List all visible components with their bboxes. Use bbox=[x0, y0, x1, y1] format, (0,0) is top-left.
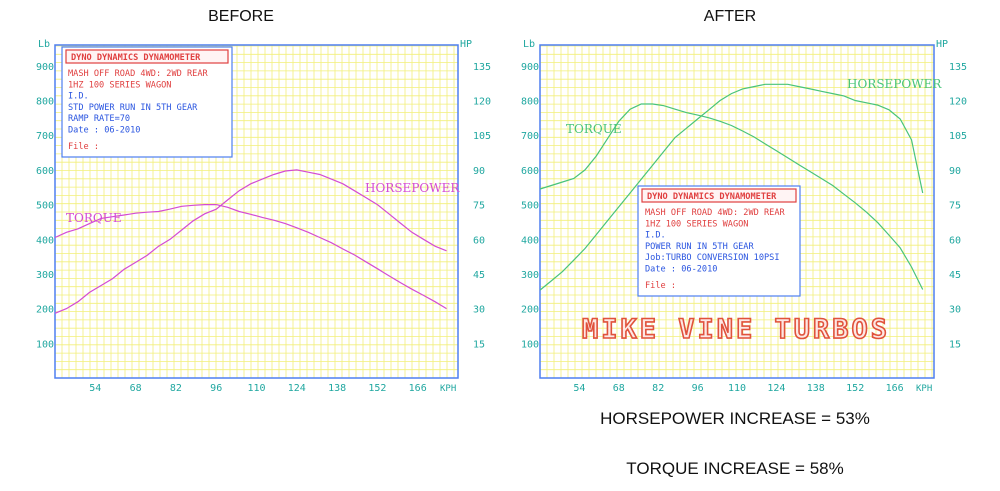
y-left-tick-label: 600 bbox=[36, 166, 54, 177]
before-info-box: DYNO DYNAMICS DYNAMOMETER MASH OFF ROAD 4… bbox=[61, 46, 233, 158]
before-plot-frame bbox=[54, 44, 459, 379]
x-tick-label: 152 bbox=[846, 383, 864, 394]
y-left-tick-label: 600 bbox=[521, 166, 539, 177]
y-right-tick-label: 75 bbox=[473, 201, 485, 212]
y-left-tick-label: 900 bbox=[36, 62, 54, 73]
before-left-unit: Lb bbox=[38, 39, 50, 50]
x-tick-label: 54 bbox=[89, 383, 101, 394]
y-left-tick-label: 700 bbox=[36, 131, 54, 142]
after-x-unit: KPH bbox=[916, 384, 932, 394]
y-left-tick-label: 900 bbox=[521, 62, 539, 73]
y-left-tick-label: 400 bbox=[521, 235, 539, 246]
y-left-tick-label: 100 bbox=[36, 339, 54, 350]
y-left-tick-label: 800 bbox=[521, 97, 539, 108]
y-right-tick-label: 45 bbox=[949, 270, 961, 281]
x-tick-label: 166 bbox=[409, 383, 427, 394]
x-tick-label: 166 bbox=[886, 383, 904, 394]
before-x-unit: KPH bbox=[440, 384, 456, 394]
after-torque-line bbox=[539, 103, 924, 290]
y-right-tick-label: 60 bbox=[949, 235, 961, 246]
y-right-tick-label: 30 bbox=[473, 305, 485, 316]
info-box-line: I.D. bbox=[645, 231, 666, 241]
info-box-line: Job:TURBO CONVERSION 10PSI bbox=[645, 253, 780, 263]
x-tick-label: 138 bbox=[807, 383, 825, 394]
y-left-tick-label: 300 bbox=[36, 270, 54, 281]
x-tick-label: 110 bbox=[247, 383, 265, 394]
y-right-tick-label: 105 bbox=[949, 131, 967, 142]
before-heading: BEFORE bbox=[208, 8, 274, 25]
info-box-line: Date : 06-2010 bbox=[68, 126, 140, 136]
y-right-tick-label: 135 bbox=[473, 62, 491, 73]
x-tick-label: 96 bbox=[210, 383, 222, 394]
y-right-tick-label: 120 bbox=[473, 97, 491, 108]
before-right-unit: HP bbox=[460, 39, 472, 50]
info-box-line: STD POWER RUN IN 5TH GEAR bbox=[68, 103, 198, 113]
info-box-line: MASH OFF ROAD 4WD: 2WD REAR bbox=[645, 208, 786, 218]
before-horsepower-line bbox=[54, 169, 447, 314]
info-box-title: DYNO DYNAMICS DYNAMOMETER bbox=[647, 192, 777, 202]
y-left-tick-label: 500 bbox=[36, 201, 54, 212]
info-box-line: File : bbox=[645, 281, 676, 291]
y-left-tick-label: 400 bbox=[36, 235, 54, 246]
x-tick-label: 152 bbox=[368, 383, 386, 394]
x-tick-label: 68 bbox=[613, 383, 625, 394]
info-box-line: File : bbox=[68, 142, 99, 152]
hp-increase-stat: HORSEPOWER INCREASE = 53% bbox=[600, 409, 870, 428]
info-box-line: Date : 06-2010 bbox=[645, 265, 717, 275]
before-torque-label: TORQUE bbox=[66, 211, 122, 225]
y-right-tick-label: 90 bbox=[473, 166, 485, 177]
mike-vine-turbos-watermark: MIKE VINE TURBOS bbox=[582, 314, 890, 345]
after-right-unit: HP bbox=[936, 39, 948, 50]
x-tick-label: 96 bbox=[692, 383, 704, 394]
after-chart: Lb HP KPH 100 200 300 400 500 600 700 800 900 15 30 45… bbox=[521, 39, 967, 394]
info-box-line: 1HZ 100 SERIES WAGON bbox=[645, 219, 748, 229]
y-right-tick-label: 105 bbox=[473, 131, 491, 142]
x-tick-label: 68 bbox=[130, 383, 142, 394]
after-info-box: DYNO DYNAMICS DYNAMOMETER MASH OFF ROAD 4… bbox=[637, 185, 801, 297]
y-left-tick-label: 700 bbox=[521, 131, 539, 142]
y-left-tick-label: 800 bbox=[36, 97, 54, 108]
info-box-line: I.D. bbox=[68, 92, 89, 102]
y-left-tick-label: 100 bbox=[521, 339, 539, 350]
x-tick-label: 54 bbox=[573, 383, 585, 394]
after-torque-label: TORQUE bbox=[566, 122, 622, 136]
y-left-tick-label: 200 bbox=[521, 305, 539, 316]
x-tick-label: 124 bbox=[767, 383, 785, 394]
after-horsepower-line bbox=[539, 83, 924, 291]
x-tick-label: 124 bbox=[288, 383, 306, 394]
info-box-line: MASH OFF ROAD 4WD: 2WD REAR bbox=[68, 69, 209, 79]
y-right-tick-label: 15 bbox=[473, 339, 485, 350]
info-box-line: 1HZ 100 SERIES WAGON bbox=[68, 80, 171, 90]
before-chart: Lb HP KPH 100 200 300 400 500 600 700 800 900 15 30 45… bbox=[36, 39, 491, 394]
y-left-tick-label: 300 bbox=[521, 270, 539, 281]
y-left-tick-label: 500 bbox=[521, 201, 539, 212]
y-right-tick-label: 75 bbox=[949, 201, 961, 212]
after-left-unit: Lb bbox=[523, 39, 535, 50]
y-right-tick-label: 60 bbox=[473, 235, 485, 246]
x-tick-label: 110 bbox=[728, 383, 746, 394]
before-horsepower-label: HORSEPOWER bbox=[365, 181, 460, 195]
x-tick-label: 138 bbox=[328, 383, 346, 394]
y-right-tick-label: 135 bbox=[949, 62, 967, 73]
after-plot-frame bbox=[539, 44, 935, 379]
y-right-tick-label: 15 bbox=[949, 339, 961, 350]
y-right-tick-label: 90 bbox=[949, 166, 961, 177]
torque-increase-stat: TORQUE INCREASE = 58% bbox=[626, 459, 844, 478]
y-left-tick-label: 200 bbox=[36, 305, 54, 316]
y-right-tick-label: 30 bbox=[949, 305, 961, 316]
before-torque-line bbox=[54, 204, 447, 310]
after-horsepower-label: HORSEPOWER bbox=[847, 77, 942, 91]
x-tick-label: 82 bbox=[652, 383, 664, 394]
info-box-line: RAMP RATE=70 bbox=[68, 114, 130, 124]
y-right-tick-label: 120 bbox=[949, 97, 967, 108]
after-heading: AFTER bbox=[703, 8, 757, 25]
y-right-tick-label: 45 bbox=[473, 270, 485, 281]
info-box-title: DYNO DYNAMICS DYNAMOMETER bbox=[71, 53, 201, 63]
info-box-line: POWER RUN IN 5TH GEAR bbox=[645, 242, 754, 252]
x-tick-label: 82 bbox=[170, 383, 182, 394]
